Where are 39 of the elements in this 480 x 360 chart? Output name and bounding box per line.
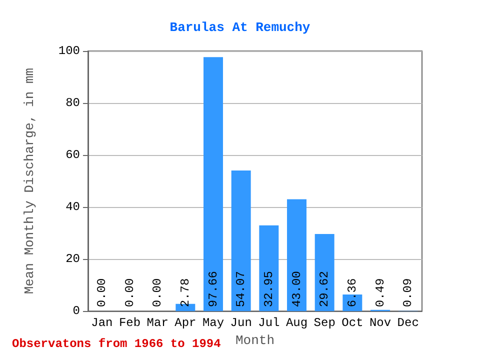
x-tick-label: Jun [230,316,252,330]
data-label: 0.49 [373,278,388,308]
text: Observatons from 1966 to 1994 [12,337,221,351]
y-tick-label: 100 [58,44,80,58]
x-tick-label: Jan [91,316,113,330]
y-tick-label: 80 [66,96,80,110]
x-tick-label: Feb [118,316,141,330]
y-tick-label: 60 [66,148,80,162]
bar [287,199,306,312]
x-tick-label: Dec [397,316,419,330]
data-label: 32.95 [262,271,276,308]
data-label: 6.36 [345,278,360,308]
y-axis-title: Mean Monthly Discharge, in mm [22,68,37,294]
data-label: 43.00 [290,271,304,308]
x-tick-label: May [202,316,224,330]
x-tick-label: Mar [146,316,168,330]
x-tick-label: Jul [258,316,280,330]
y-tick-label: 0 [72,304,80,318]
x-tick-label: Nov [369,316,392,330]
data-label: 0.09 [401,278,416,308]
x-axis-title: Month [235,333,275,348]
x-tick-label: Oct [342,316,364,330]
bar [204,57,223,312]
data-label: 2.78 [178,278,192,308]
data-label: 54.07 [234,271,248,308]
y-tick-label: 40 [66,200,80,214]
bar [231,170,251,312]
chart-title: Barulas At Remuchy [170,20,310,35]
data-label: 0.00 [94,278,109,308]
data-label: 0.00 [122,278,137,308]
x-tick-label: Sep [314,316,336,330]
data-label: 97.66 [206,271,220,308]
data-label: 29.62 [318,271,332,308]
bar [314,234,334,312]
x-tick-label: Aug [286,316,308,330]
bar [259,225,279,312]
data-label: 0.00 [150,278,165,308]
x-tick-label: Apr [174,316,196,330]
y-tick-label: 20 [66,252,80,266]
